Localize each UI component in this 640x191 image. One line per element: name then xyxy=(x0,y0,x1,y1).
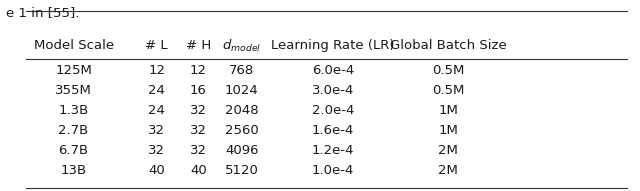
Text: Learning Rate (LR): Learning Rate (LR) xyxy=(271,39,394,52)
Text: 24: 24 xyxy=(148,84,165,97)
Text: 1.6e-4: 1.6e-4 xyxy=(312,124,354,137)
Text: 32: 32 xyxy=(190,104,207,117)
Text: 0.5M: 0.5M xyxy=(432,64,464,77)
Text: 1.3B: 1.3B xyxy=(58,104,89,117)
Text: e 1 in [55].: e 1 in [55]. xyxy=(6,6,80,19)
Text: 1.2e-4: 1.2e-4 xyxy=(312,144,354,157)
Text: 32: 32 xyxy=(148,124,165,137)
Text: 6.0e-4: 6.0e-4 xyxy=(312,64,354,77)
Text: 5120: 5120 xyxy=(225,164,259,177)
Text: 40: 40 xyxy=(148,164,165,177)
Text: 12: 12 xyxy=(148,64,165,77)
Text: Model Scale: Model Scale xyxy=(33,39,114,52)
Text: 0.5M: 0.5M xyxy=(432,84,464,97)
Text: 12: 12 xyxy=(190,64,207,77)
Text: 40: 40 xyxy=(190,164,207,177)
Text: # H: # H xyxy=(186,39,211,52)
Text: # L: # L xyxy=(145,39,168,52)
Text: 2.7B: 2.7B xyxy=(58,124,89,137)
Text: 2048: 2048 xyxy=(225,104,259,117)
Text: 768: 768 xyxy=(229,64,255,77)
Text: 2M: 2M xyxy=(438,164,458,177)
Text: 32: 32 xyxy=(148,144,165,157)
Text: 13B: 13B xyxy=(61,164,86,177)
Text: 1M: 1M xyxy=(438,104,458,117)
Text: 32: 32 xyxy=(190,144,207,157)
Text: 6.7B: 6.7B xyxy=(58,144,89,157)
Text: 1M: 1M xyxy=(438,124,458,137)
Text: Global Batch Size: Global Batch Size xyxy=(390,39,506,52)
Text: 4096: 4096 xyxy=(225,144,259,157)
Text: 16: 16 xyxy=(190,84,207,97)
Text: 3.0e-4: 3.0e-4 xyxy=(312,84,354,97)
Text: 1024: 1024 xyxy=(225,84,259,97)
Text: 2560: 2560 xyxy=(225,124,259,137)
Text: 32: 32 xyxy=(190,124,207,137)
Text: 2.0e-4: 2.0e-4 xyxy=(312,104,354,117)
Text: 24: 24 xyxy=(148,104,165,117)
Text: 125M: 125M xyxy=(55,64,92,77)
Text: 355M: 355M xyxy=(55,84,92,97)
Text: 2M: 2M xyxy=(438,144,458,157)
Text: $d_{model}$: $d_{model}$ xyxy=(222,38,262,54)
Text: 1.0e-4: 1.0e-4 xyxy=(312,164,354,177)
